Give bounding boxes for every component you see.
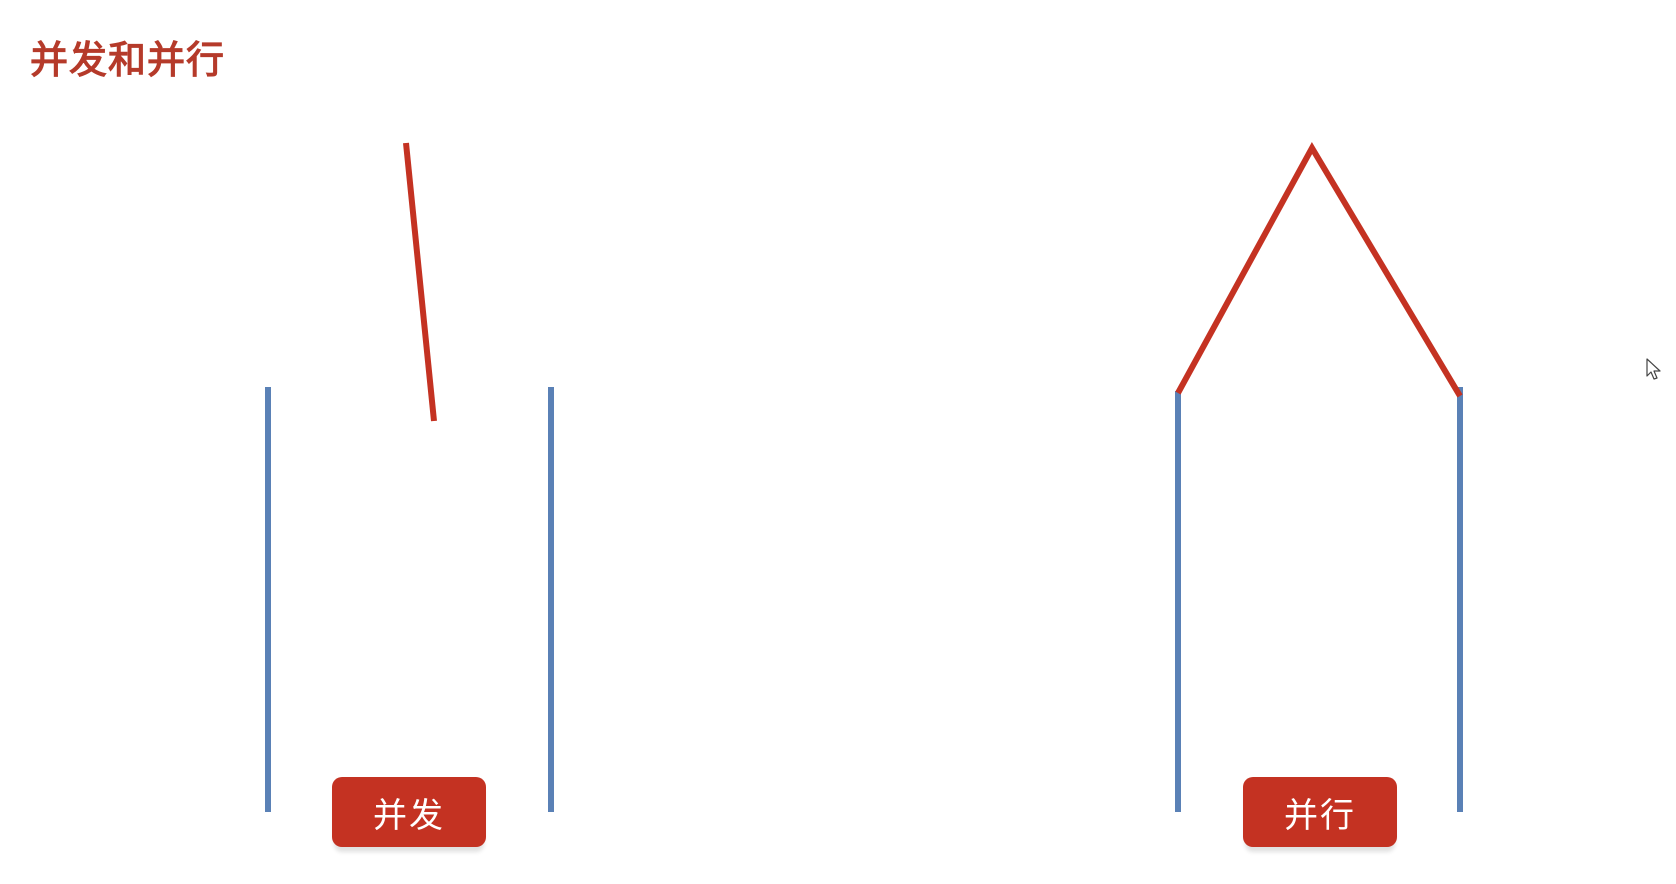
- parallelism-thread-peak: [1175, 141, 1463, 398]
- parallelism-label: 并行: [1243, 777, 1397, 847]
- concurrency-thread-line: [403, 142, 437, 422]
- slide-title: 并发和并行: [30, 38, 226, 82]
- mouse-pointer-icon: [1646, 358, 1661, 380]
- concurrency-label: 并发: [332, 777, 486, 847]
